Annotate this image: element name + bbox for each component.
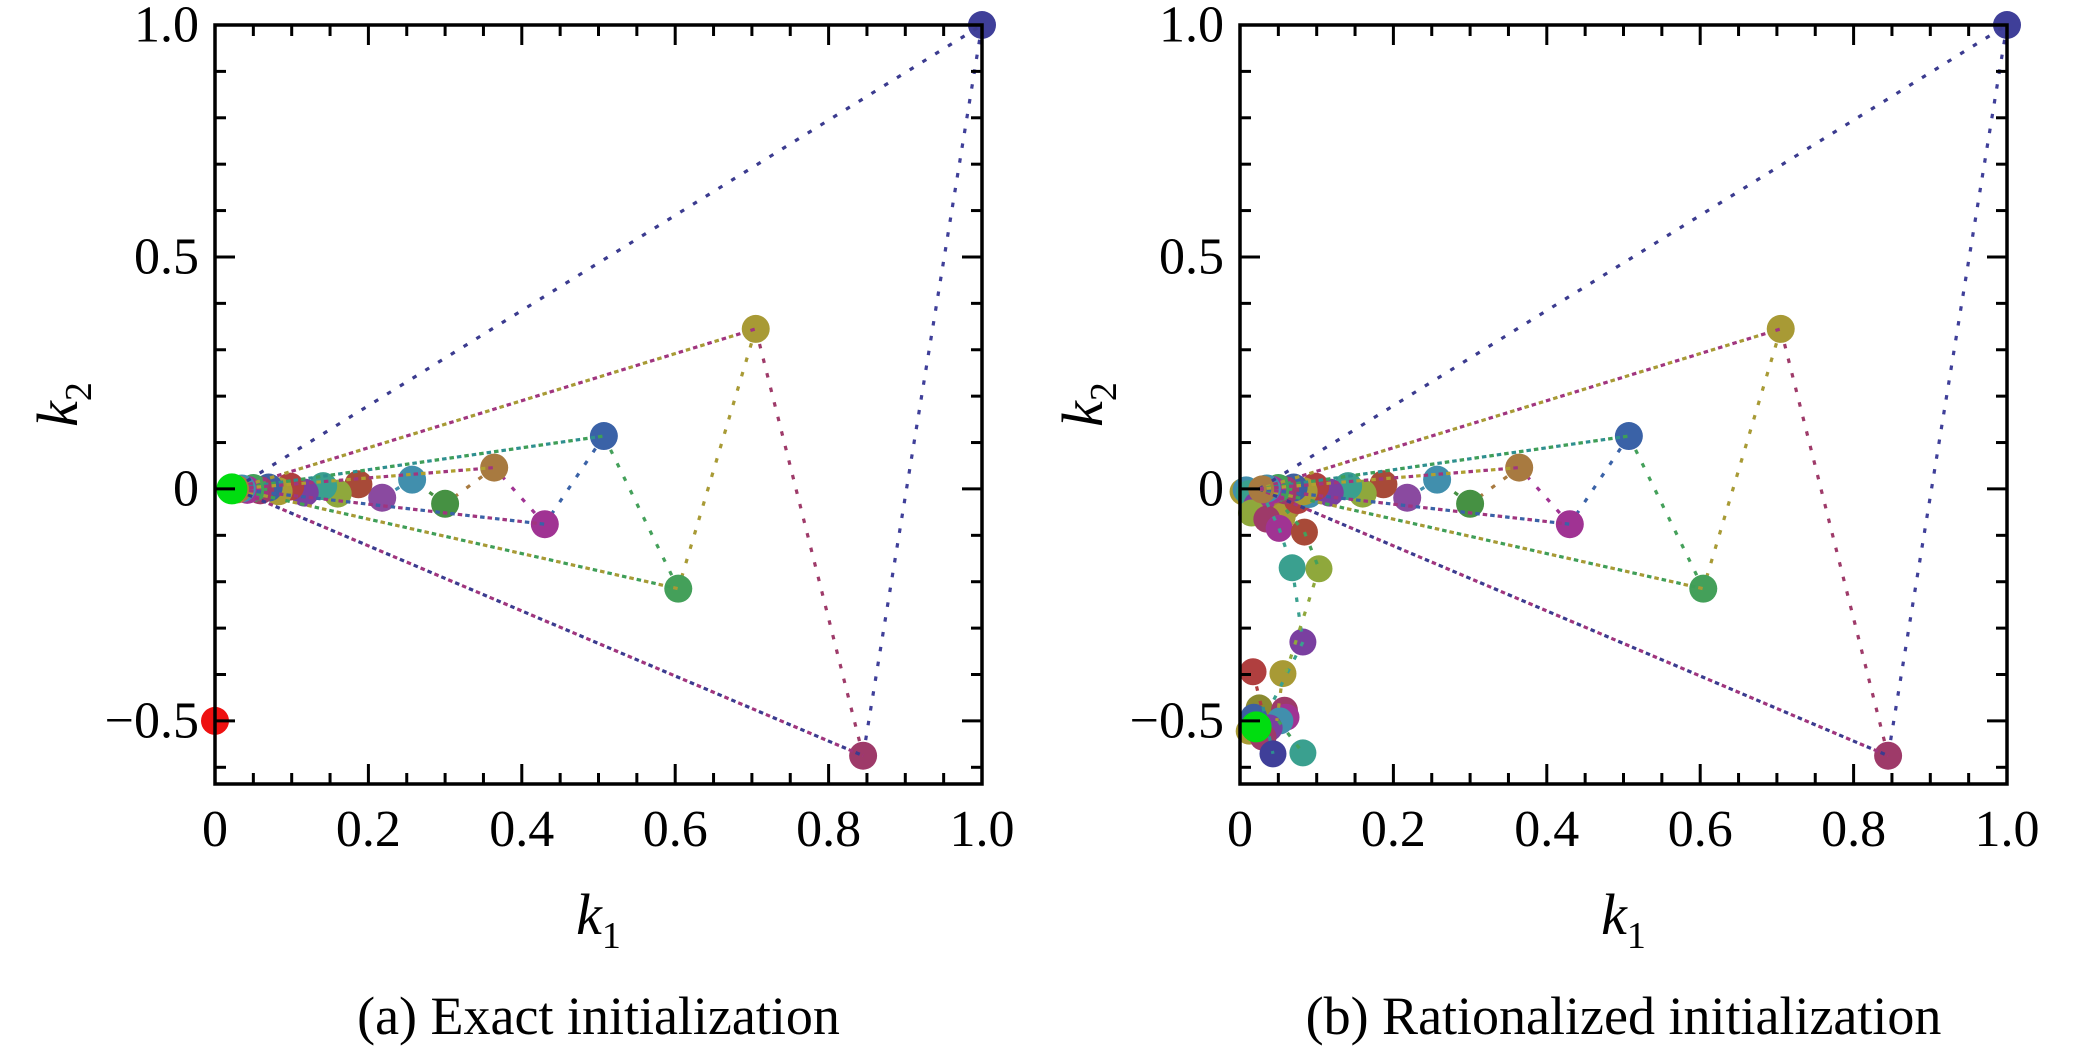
x-tick-label: 0 [202, 801, 228, 858]
chain-point [589, 422, 618, 451]
dotted-segment [1251, 671, 1264, 708]
y-axis-label: k2 [25, 382, 100, 427]
dotted-segment [1568, 435, 1631, 526]
y-axis-label: k2 [1050, 382, 1125, 427]
x-tick-label: 0.4 [489, 801, 554, 858]
dotted-segment [1258, 487, 1704, 591]
y-tick-label: 0 [1198, 460, 1224, 517]
x-tick-label: 1.0 [950, 801, 1015, 858]
x-tick-label: 0 [1227, 801, 1253, 858]
chain-point [741, 314, 770, 343]
y-tick-label: 0.5 [134, 228, 199, 285]
x-tick-label: 1.0 [1975, 801, 2040, 858]
chain-point [368, 483, 397, 512]
dotted-segment [754, 328, 865, 757]
dotted-segment [444, 466, 496, 506]
x-tick-label: 0.4 [1514, 801, 1579, 858]
axes-box [1238, 23, 2009, 786]
dotted-segment [1406, 478, 1438, 500]
chain-point [1614, 422, 1643, 451]
chain-point [398, 465, 427, 494]
chain-point [1689, 574, 1718, 603]
dotted-segment [233, 434, 605, 491]
chain-point [664, 574, 693, 603]
y-tick-label: −0.5 [105, 692, 199, 749]
dotted-segment [381, 478, 413, 500]
dotted-segment [1259, 466, 1520, 491]
y-tick-label: −0.5 [1130, 692, 1224, 749]
caption-a: (a) Exact initialization [357, 986, 840, 1046]
dotted-segment [1258, 327, 1782, 491]
dotted-segment [233, 23, 983, 491]
dotted-segment [233, 487, 679, 591]
dotted-segment [1284, 568, 1321, 673]
x-axis-label: k1 [1601, 882, 1646, 957]
dotted-segment [233, 327, 757, 491]
x-tick-label: 0.6 [1668, 801, 1733, 858]
y-tick-label: 1.0 [134, 0, 199, 54]
x-tick-label: 0.8 [1821, 801, 1886, 858]
chain-point [1766, 314, 1795, 343]
dotted-segment [233, 487, 864, 758]
dotted-segment [676, 328, 758, 590]
x-tick-label: 0.2 [1361, 801, 1426, 858]
converged-point [1240, 711, 1272, 743]
dotted-segment [1302, 531, 1321, 570]
dotted-segment [1258, 23, 2008, 491]
caption-b: (b) Rationalized initialization [1306, 986, 1942, 1046]
dotted-segment [1258, 434, 1630, 491]
x-tick-label: 0.6 [643, 801, 708, 858]
dotted-segment [602, 435, 680, 590]
chain-point [1505, 453, 1534, 482]
dotted-segment [1258, 487, 1889, 758]
dotted-segment [1627, 435, 1705, 590]
x-tick-label: 0.8 [796, 801, 861, 858]
axes-box [213, 23, 984, 786]
dotted-segment [1701, 328, 1783, 590]
y-tick-label: 1.0 [1159, 0, 1224, 54]
dotted-segment [1779, 328, 1890, 757]
trail-point [1289, 739, 1317, 767]
chain-point [530, 510, 559, 539]
dotted-segment [1886, 24, 2009, 756]
chain-point [1393, 483, 1422, 512]
chain-point [480, 453, 509, 482]
dotted-segment [1277, 719, 1305, 754]
y-tick-label: 0.5 [1159, 228, 1224, 285]
x-axis-label: k1 [576, 882, 621, 957]
chain-point [1555, 510, 1584, 539]
dotted-segment [1469, 466, 1521, 506]
dotted-segment [234, 466, 495, 491]
dotted-segment [233, 434, 605, 491]
dotted-segment [1258, 434, 1630, 491]
dotted-segment [861, 24, 984, 756]
chain-point [1423, 465, 1452, 494]
y-tick-label: 0 [173, 460, 199, 517]
dotted-segment [543, 435, 606, 526]
x-tick-label: 0.2 [336, 801, 401, 858]
